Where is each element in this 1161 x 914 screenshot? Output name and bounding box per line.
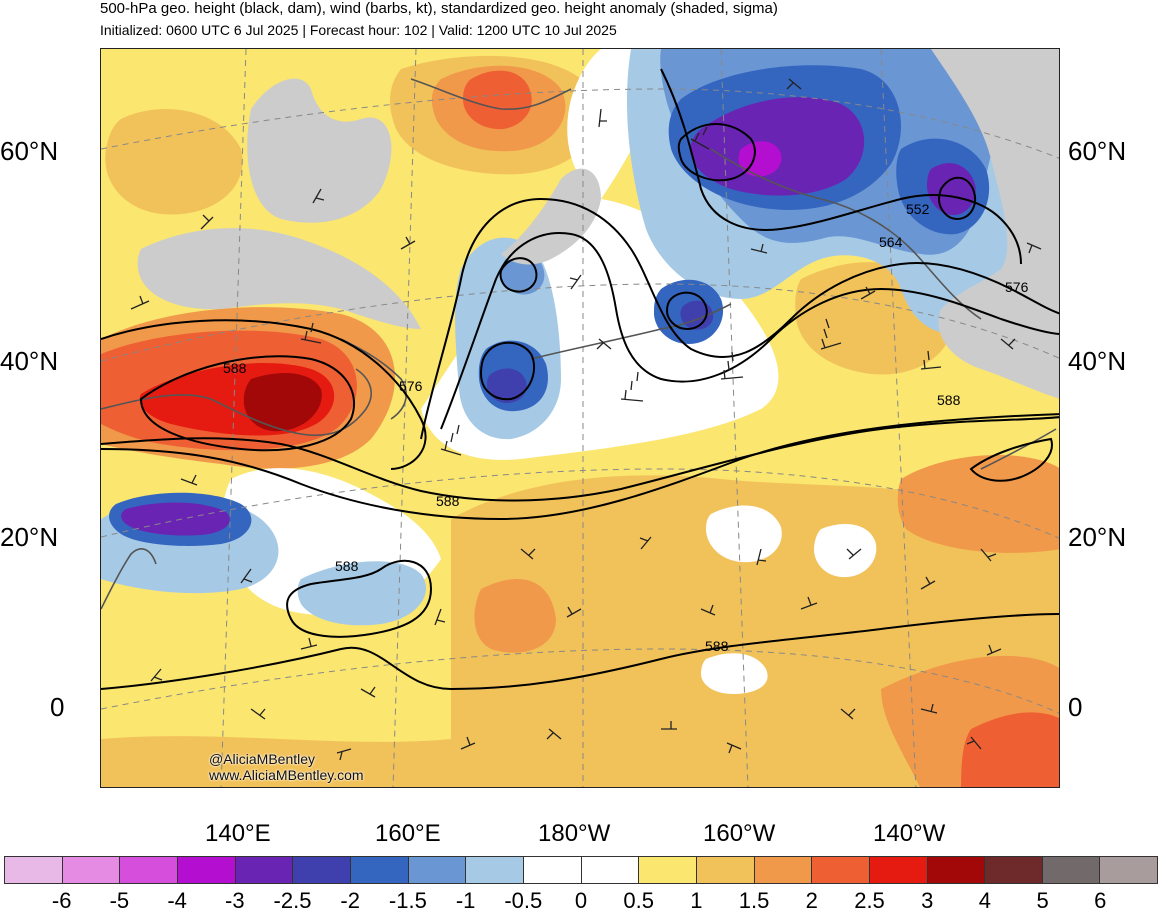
anomaly-region-low-aleutian-3	[487, 368, 527, 404]
colorbar-tick-label: -2	[340, 888, 360, 913]
map-title: 500-hPa geo. height (black, dam), wind (…	[100, 0, 778, 17]
lat-label-left: 60°N	[0, 136, 59, 166]
colorbar-swatch	[1099, 856, 1159, 884]
contour-label: 588	[705, 638, 729, 654]
anomaly-region-low-alaska-4	[690, 97, 865, 196]
anomaly-region-bering-high-3	[463, 70, 532, 130]
contour-label: 552	[906, 201, 930, 217]
colorbar-swatch	[984, 856, 1042, 884]
lat-label-right: 0	[1068, 692, 1083, 722]
anomaly-region-neutral-dateline-east	[706, 505, 782, 563]
colorbar-swatch	[695, 856, 754, 884]
colorbar-swatch	[465, 856, 523, 884]
lat-label-left: 0	[50, 692, 65, 722]
contour-label: 588	[937, 392, 961, 408]
colorbar-swatch	[292, 856, 350, 884]
anomaly-region-low-central	[297, 561, 427, 626]
anomaly-region-neutral-east	[813, 524, 877, 578]
anomaly-region-grey-bering	[501, 168, 601, 265]
colorbar-tick-label: 4	[978, 888, 992, 913]
map-graphic: 552 564 576 576 588 588 588 588 588	[101, 49, 1059, 787]
colorbar-swatch	[349, 856, 408, 884]
lat-label-right: 60°N	[1068, 136, 1127, 166]
lon-label: 160°E	[375, 820, 441, 847]
colorbar-tick-label: -3	[225, 888, 245, 913]
colorbar-swatch	[811, 856, 869, 884]
anomaly-region-japan-ridge-4	[243, 373, 322, 432]
colorbar-swatch	[926, 856, 985, 884]
anomaly-region-neutral-southeast	[701, 653, 768, 694]
colorbar-tick-label: -5	[109, 888, 130, 913]
anomaly-region-grey-north	[247, 78, 392, 223]
anomaly-region-grey-west	[137, 228, 421, 329]
colorbar-tick-label: -6	[51, 888, 72, 913]
coastlines	[101, 78, 1057, 610]
credit-url: www.AliciaMBentley.com	[209, 767, 364, 783]
colorbar-tick-label: 0	[574, 888, 588, 913]
height-contours	[101, 68, 1059, 691]
anomaly-region-central-tropics	[474, 579, 556, 653]
colorbar-tick-label: 0.5	[623, 888, 654, 913]
colorbar-tick-label: -2.5	[273, 888, 312, 913]
colorbar-tick-label: 2.5	[854, 888, 885, 913]
contour-label: 564	[879, 234, 903, 250]
map-subtitle: Initialized: 0600 UTC 6 Jul 2025 | Forec…	[100, 22, 617, 38]
lon-label: 140°E	[205, 820, 271, 847]
colorbar-swatch	[4, 856, 62, 884]
colorbar-tick-label: 1.5	[738, 888, 770, 913]
lon-label: 160°W	[703, 820, 776, 847]
anomaly-region-southeast-strong	[961, 712, 1059, 787]
lat-label-left: 20°N	[0, 522, 59, 552]
colorbar-swatch	[61, 856, 120, 884]
lat-label-right: 40°N	[1068, 346, 1127, 376]
colorbar	[4, 856, 1159, 884]
colorbar-tick-label: 5	[1036, 888, 1049, 913]
lon-label: 180°W	[538, 820, 611, 847]
colorbar-tick-label: -0.5	[504, 888, 543, 913]
lon-label: 140°W	[873, 820, 946, 847]
colorbar-tick-label: 2	[805, 888, 818, 913]
colorbar-tick-label: -1.5	[388, 888, 427, 913]
contour-label: 576	[399, 378, 423, 394]
colorbar-swatch	[868, 856, 927, 884]
colorbar-swatch	[234, 856, 293, 884]
contour-label: 588	[223, 360, 247, 376]
colorbar-tick-label: 1	[690, 888, 703, 913]
colorbar-swatch	[638, 856, 696, 884]
colorbar-swatch	[580, 856, 639, 884]
colorbar-swatch	[176, 856, 235, 884]
contour-label: 588	[335, 558, 359, 574]
colorbar-tick-label: 3	[921, 888, 934, 913]
jet-barbs	[300, 126, 942, 456]
contour-labels: 552 564 576 576 588 588 588 588 588	[223, 201, 1029, 654]
lat-label-left: 40°N	[0, 346, 59, 376]
anomaly-region-northwest	[105, 109, 243, 215]
colorbar-tick-label: -1	[455, 888, 476, 913]
colorbar-tick-label: 6	[1094, 888, 1107, 913]
lat-label-right: 20°N	[1068, 522, 1127, 552]
colorbar-swatch	[407, 856, 466, 884]
wind-barbs	[130, 78, 1042, 761]
anomaly-region-east-20n	[897, 455, 1059, 553]
contour-label: 588	[436, 493, 460, 509]
map-panel: 552 564 576 576 588 588 588 588 588 @Ali…	[100, 48, 1060, 788]
credit-handle: @AliciaMBentley	[209, 751, 316, 767]
colorbar-swatch	[119, 856, 177, 884]
colorbar-tick-label: -4	[167, 888, 187, 913]
graticule-lines	[101, 49, 1059, 787]
colorbar-swatch	[1041, 856, 1100, 884]
colorbar-swatch	[522, 856, 581, 884]
contour-label: 576	[1005, 279, 1029, 295]
anomaly-region-grey-east	[931, 49, 1059, 399]
anomaly-region-low-philippines-2	[121, 502, 230, 536]
colorbar-swatch	[753, 856, 812, 884]
